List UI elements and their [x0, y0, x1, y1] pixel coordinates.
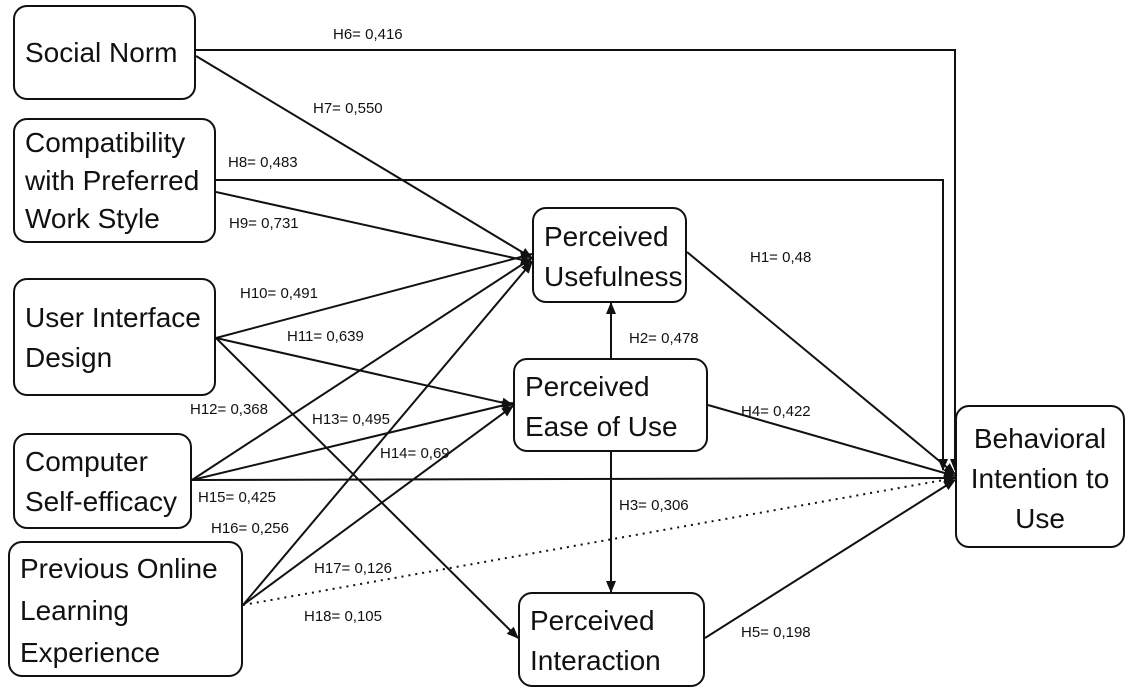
edge-h8-arrow — [216, 179, 948, 471]
node-usefulness: Perceived Usefulness — [532, 207, 687, 303]
edge-h6-arrow — [196, 49, 960, 471]
edge-label-h18: H18= 0,105 — [304, 608, 382, 625]
edge-label-h2: H2= 0,478 — [629, 330, 699, 347]
node-ease-of-use-line-1: Perceived — [525, 371, 650, 402]
edge-label-h13: H13= 0,495 — [312, 411, 390, 428]
node-intention: Behavioral Intention to Use — [955, 405, 1125, 548]
edge-label-h6: H6= 0,416 — [333, 26, 403, 43]
node-prev-experience-line-3: Experience — [20, 637, 161, 668]
edge-h12-arrow — [215, 337, 519, 639]
edge-h15-arrow — [191, 473, 956, 484]
node-usefulness-line-2: Usefulness — [544, 261, 683, 292]
node-interaction-line-1: Perceived — [530, 605, 655, 636]
node-prev-experience: Previous Online Learning Experience — [8, 541, 243, 677]
edge-label-h17: H17= 0,126 — [314, 560, 392, 577]
edge-h14-arrow — [191, 400, 514, 481]
edge-label-h15: H15= 0,425 — [198, 489, 276, 506]
node-ui-design-line-1: User Interface — [25, 302, 201, 333]
edge-h7-arrow — [195, 55, 533, 259]
edge-label-h16: H16= 0,256 — [211, 520, 289, 537]
node-intention-line-3: Use — [1015, 503, 1065, 534]
node-usefulness-line-1: Perceived — [544, 221, 669, 252]
node-compatibility-line-1: Compatibility — [25, 127, 186, 158]
edge-h4-arrow — [707, 404, 956, 478]
edge-h5-arrow — [704, 479, 956, 639]
edge-h11-arrow — [215, 337, 514, 408]
edge-label-h4: H4= 0,422 — [741, 403, 811, 420]
edge-h17-arrow — [242, 405, 514, 606]
edge-h13-arrow — [191, 257, 533, 481]
edge-label-h3: H3= 0,306 — [619, 497, 689, 514]
node-ease-of-use: Perceived Ease of Use — [513, 358, 708, 452]
node-ease-of-use-line-2: Ease of Use — [525, 411, 678, 442]
edge-label-h1: H1= 0,48 — [750, 249, 811, 266]
node-prev-experience-line-2: Learning — [20, 595, 129, 626]
node-self-efficacy: Computer Self-efficacy — [13, 433, 192, 529]
node-interaction: Perceived Interaction — [518, 592, 705, 687]
node-compatibility: Compatibility with Preferred Work Style — [13, 118, 216, 243]
node-social-norm-line-1: Social Norm — [25, 37, 178, 68]
edge-h10-arrow — [215, 251, 533, 339]
edge-h9-arrow — [215, 191, 533, 265]
edge-label-h9: H9= 0,731 — [229, 215, 299, 232]
edge-label-h5: H5= 0,198 — [741, 624, 811, 641]
node-self-efficacy-line-1: Computer — [25, 446, 148, 477]
node-compatibility-line-2: with Preferred — [25, 165, 200, 196]
edge-label-h12: H12= 0,368 — [190, 401, 268, 418]
edge-label-h8: H8= 0,483 — [228, 154, 298, 171]
edge-label-h11: H11= 0,639 — [287, 328, 364, 345]
node-prev-experience-line-1: Previous Online — [20, 553, 218, 584]
edge-h18-arrow — [242, 475, 956, 606]
edge-h1-arrow — [686, 251, 956, 475]
node-self-efficacy-line-2: Self-efficacy — [25, 486, 177, 517]
node-ui-design-line-2: Design — [25, 342, 113, 373]
edge-label-h14: H14= 0,69 — [380, 445, 450, 462]
node-compatibility-line-3: Work Style — [25, 203, 160, 234]
node-intention-line-1: Behavioral — [973, 423, 1107, 454]
edge-label-h10: H10= 0,491 — [240, 285, 318, 302]
node-social-norm: Social Norm — [13, 5, 196, 100]
edge-label-h7: H7= 0,550 — [313, 100, 383, 117]
edge-h16-arrow — [242, 261, 533, 606]
node-intention-line-2: Intention to — [970, 463, 1110, 494]
node-interaction-line-2: Interaction — [530, 645, 661, 676]
node-ui-design: User Interface Design — [13, 278, 216, 396]
